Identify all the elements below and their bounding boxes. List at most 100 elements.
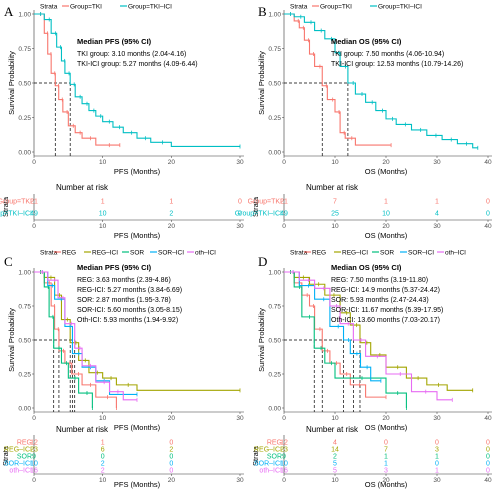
- risk-group-label: REG–ICI: [254, 446, 282, 453]
- risk-count: 10: [30, 460, 38, 467]
- risk-count: 7: [384, 446, 388, 453]
- x-tick-label: 30: [433, 159, 441, 166]
- y-axis-title: Survival Probability: [257, 51, 266, 115]
- risk-x-tick-label: 30: [433, 477, 441, 484]
- km-curve-tki: [284, 13, 392, 146]
- risk-group-label: SOR: [17, 453, 32, 460]
- median-title: Median OS (95% CI): [331, 37, 402, 46]
- risk-count: 0: [169, 439, 173, 446]
- risk-count: 0: [435, 439, 439, 446]
- median-line: Oth-ICI: 13.60 months (7.03-20.17): [331, 317, 440, 324]
- risk-count: 5: [333, 460, 337, 467]
- risk-group-label: REG–ICI: [4, 446, 32, 453]
- km-curve-reg-ici: [284, 271, 473, 391]
- risk-count: 7: [333, 198, 337, 205]
- x-tick-label: 40: [484, 159, 492, 166]
- legend-entry: Group=TKI–ICI: [128, 4, 172, 11]
- panel-letter: C: [4, 254, 13, 269]
- risk-count: 2: [169, 210, 173, 217]
- risk-count: 16: [30, 467, 38, 474]
- risk-count: 0: [169, 460, 173, 467]
- legend-entry: SOR–ICI: [158, 250, 184, 257]
- risk-group-label: REG: [267, 439, 282, 446]
- x-axis-title: OS (Months): [365, 423, 408, 432]
- x-tick-label: 0: [282, 415, 286, 422]
- y-tick-label: 0.50: [268, 337, 281, 344]
- panel-b: B Strata Group=TKI Group=TKI–ICI0.000.250.5…: [235, 4, 492, 240]
- risk-count: 12: [280, 439, 288, 446]
- risk-count: 10: [382, 210, 390, 217]
- risk-group-label: SOR–ICI: [4, 460, 32, 467]
- median-line: TKI-ICI group: 5.27 months (4.09-6.44): [77, 61, 198, 68]
- km-curve-oth-ici: [34, 271, 137, 401]
- risk-x-tick-label: 0: [32, 477, 36, 484]
- y-tick-label: 0.75: [18, 46, 31, 53]
- median-line: TKI-ICI group: 12.53 months (10.79-14.26…: [331, 61, 463, 68]
- x-tick-label: 30: [433, 415, 441, 422]
- risk-count: 1: [435, 453, 439, 460]
- risk-strata-label: Strata: [251, 196, 260, 217]
- risk-count: 3: [435, 446, 439, 453]
- y-tick-label: 0.25: [18, 115, 31, 122]
- y-tick-label: 0.00: [268, 405, 281, 412]
- risk-count: 1: [384, 460, 388, 467]
- legend-entry: oth–ICI: [445, 250, 466, 257]
- risk-count: 0: [169, 453, 173, 460]
- median-line: REG: 7.50 months (3.19-11.80): [331, 277, 428, 284]
- risk-count: 1: [169, 198, 173, 205]
- risk-x-tick-label: 0: [32, 223, 36, 230]
- risk-count: 14: [331, 446, 339, 453]
- risk-group-label: oth–ICI: [9, 467, 32, 474]
- risk-count: 0: [238, 210, 242, 217]
- legend-entry: SOR: [380, 250, 394, 257]
- risk-count: 0: [486, 198, 490, 205]
- risk-x-tick-label: 20: [168, 477, 176, 484]
- y-tick-label: 0.25: [18, 371, 31, 378]
- median-title: Median PFS (95% CI): [77, 263, 152, 272]
- risk-count: 0: [238, 198, 242, 205]
- risk-x-tick-label: 30: [236, 223, 244, 230]
- y-axis-title: Survival Probability: [257, 308, 266, 372]
- risk-group-label: oth–ICI: [259, 467, 282, 474]
- risk-count: 23: [280, 446, 288, 453]
- panel-letter: B: [258, 4, 267, 19]
- legend-title: Strata: [290, 250, 308, 257]
- median-line: TKI group: 3.10 months (2.04-4.16): [77, 51, 186, 58]
- risk-count: 0: [101, 453, 105, 460]
- y-tick-label: 0.00: [268, 149, 281, 156]
- risk-count: 0: [486, 467, 490, 474]
- risk-count: 0: [486, 210, 490, 217]
- risk-count: 49: [30, 210, 38, 217]
- risk-count: 16: [280, 467, 288, 474]
- x-tick-label: 0: [32, 415, 36, 422]
- risk-count: 0: [486, 439, 490, 446]
- median-title: Median PFS (95% CI): [77, 37, 152, 46]
- risk-x-axis-title: PFS (Months): [114, 480, 161, 489]
- risk-x-tick-label: 10: [99, 477, 107, 484]
- risk-strata-label: Strata: [1, 445, 10, 466]
- risk-count: 0: [486, 446, 490, 453]
- x-tick-label: 0: [282, 159, 286, 166]
- legend-entry: REG–ICI: [342, 250, 368, 257]
- km-curve-tki-ici: [34, 13, 240, 148]
- risk-count: 1: [384, 453, 388, 460]
- risk-table-title: Number at risk: [56, 425, 109, 434]
- km-curve-sor: [34, 271, 93, 408]
- km-curve-sor: [284, 271, 407, 408]
- x-axis-title: PFS (Months): [114, 423, 161, 432]
- km-curve-sor-ici: [284, 271, 381, 382]
- x-tick-label: 20: [168, 159, 176, 166]
- y-tick-label: 0.75: [268, 303, 281, 310]
- legend-title: Strata: [290, 4, 308, 11]
- median-line: SOR-ICI: 5.60 months (3.05-8.15): [77, 307, 182, 314]
- legend-entry: Group=TKI: [320, 4, 352, 11]
- risk-count: 0: [384, 439, 388, 446]
- y-tick-label: 0.50: [268, 80, 281, 87]
- risk-count: 0: [486, 453, 490, 460]
- legend-entry: oth–ICI: [195, 250, 216, 257]
- x-tick-label: 30: [236, 415, 244, 422]
- risk-group-label: Group=TKI–ICI: [235, 210, 282, 217]
- risk-x-tick-label: 0: [282, 223, 286, 230]
